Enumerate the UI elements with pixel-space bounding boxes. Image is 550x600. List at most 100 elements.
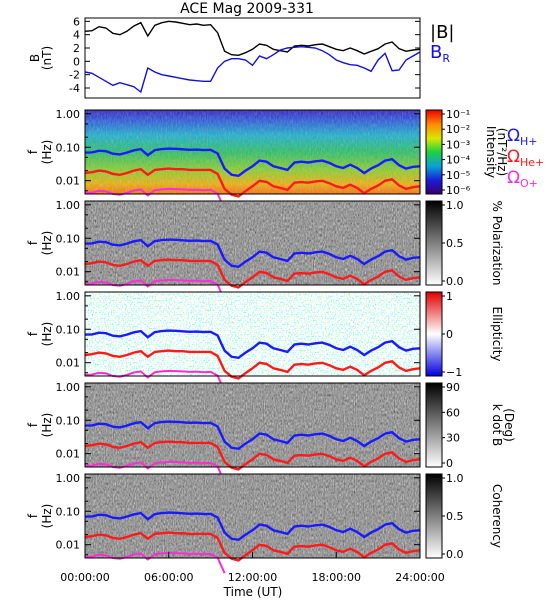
colorbar-title: Ellipticity [490, 307, 504, 362]
colorbar-tick-label: 10⁻⁵ [446, 169, 470, 182]
b-panel-series [84, 20, 421, 94]
omega-h-line [84, 147, 421, 178]
omega-o-line [84, 551, 226, 574]
b-tick-label: 4 [73, 29, 80, 42]
gyro-legend-symbol: Ω [507, 168, 520, 188]
b-panel-frame [84, 17, 421, 99]
colorbar-tick-label: −1 [446, 366, 462, 379]
panel-polarization: 1.00 0.10 0.01 f (Hz) 1.0 0.5 0.0 % Polarization [26, 199, 504, 301]
time-tick-label: 12:00:00 [228, 571, 277, 584]
colorbar-tick-label: 10⁻¹ [446, 108, 470, 121]
gyro-legend-item: ΩH+ [507, 126, 538, 148]
colorbar-tick-label: 10⁻⁴ [446, 154, 471, 167]
freq-ylabel-main: f [26, 422, 40, 427]
b-tick-label: 6 [73, 15, 80, 28]
omega-he-line [84, 531, 421, 562]
time-axis: 00:00:00 06:00:00 12:00:00 18:00:00 24:00:00 [60, 552, 445, 584]
colorbar-tick-label: 30 [446, 432, 460, 445]
figure-title: ACE Mag 2009-331 [180, 1, 314, 17]
colorbar-unit: (Deg) [502, 408, 516, 442]
colorbar-title: Intensity [484, 126, 498, 178]
omega-h-line [84, 238, 421, 269]
colorbar-tick-label: 1.0 [446, 199, 464, 212]
omega-h-line [84, 329, 421, 360]
omega-o-line [84, 460, 226, 483]
colorbar-tick-label: 10⁻² [446, 123, 470, 136]
panel-frame [84, 109, 421, 195]
panel-intensity: 1.00 0.10 0.01 f (Hz) 10⁻¹ 10⁻² 10⁻³ 10⁻⁴ 10⁻⁵ 10⁻… [26, 108, 509, 210]
colorbar-tick-label: 0.0 [446, 548, 464, 561]
intensity-texture [85, 110, 420, 194]
colorbar-tick-label: 10⁻³ [446, 138, 470, 151]
omega-h-line [84, 420, 421, 451]
spectrogram-panels: 1.000.100.01f (Hz)10⁻¹10⁻²10⁻³10⁻⁴10⁻⁵10⁻… [26, 108, 516, 574]
colorbar-tick-label: 0 [446, 328, 453, 341]
panel-frame [84, 382, 421, 468]
kdotb-spectrogram [85, 383, 420, 467]
colorbar-tick-label: 60 [446, 406, 460, 419]
b-total-line [84, 20, 421, 57]
freq-tick-label: 0.10 [56, 414, 81, 427]
b-radial-line [84, 45, 421, 94]
colorbar-tick-label: 90 [446, 381, 460, 394]
coherency-spectrogram [85, 474, 420, 558]
freq-ylabel-unit: (Hz) [40, 413, 54, 438]
colorbar-unit: (nT²/Hz) [495, 128, 509, 176]
b-tick-label: -2 [69, 69, 80, 82]
freq-ylabel-unit: (Hz) [40, 231, 54, 256]
freq-tick-label: 1.00 [56, 381, 81, 394]
gyro-legend-item: ΩO+ [507, 168, 538, 190]
legend-b-radial-main: B [430, 42, 442, 63]
colorbar-tick-label: 1 [446, 290, 453, 303]
gyro-legend-symbol: Ω [507, 126, 520, 146]
freq-tick-label: 1.00 [56, 108, 81, 121]
freq-tick-label: 0.10 [56, 505, 81, 518]
colorbar-title: Coherency [490, 484, 504, 548]
freq-tick-label: 1.00 [56, 290, 81, 303]
ellipticity-spectrogram [85, 292, 420, 376]
colorbar [425, 200, 443, 286]
freq-tick-label: 0.10 [56, 141, 81, 154]
freq-tick-label: 1.00 [56, 199, 81, 212]
omega-he-line [84, 167, 421, 198]
freq-ylabel-main: f [26, 513, 40, 518]
time-tick-label: 06:00:00 [144, 571, 193, 584]
time-tick-label: 00:00:00 [60, 571, 109, 584]
b-tick-label: -4 [69, 82, 80, 95]
b-panel-yunit: (nT) [40, 46, 54, 70]
gyro-frequency-legend: ΩH+ΩHe+ΩO+ [507, 126, 544, 190]
colorbar-tick-label: 10⁻⁶ [446, 184, 471, 197]
time-tick-label: 24:00:00 [395, 571, 444, 584]
omega-he-line [84, 349, 421, 380]
freq-tick-label: 0.01 [56, 539, 81, 552]
colorbar [425, 473, 443, 559]
colorbar-title: % Polarization [490, 201, 504, 286]
freq-tick-label: 0.01 [56, 357, 81, 370]
gyro-legend-symbol: Ω [507, 147, 520, 167]
freq-ylabel-main: f [26, 149, 40, 154]
freq-tick-label: 0.01 [56, 266, 81, 279]
colorbar [425, 291, 443, 377]
colorbar-tick-label: 0.5 [446, 237, 464, 250]
freq-ylabel-main: f [26, 331, 40, 336]
omega-h-line [84, 511, 421, 542]
b-panel-ylabel: B [28, 54, 42, 62]
colorbar-tick-label: 0.0 [446, 275, 464, 288]
freq-tick-label: 1.00 [56, 472, 81, 485]
omega-o-line [84, 369, 226, 392]
b-tick-label: 0 [73, 55, 80, 68]
time-tick-label: 18:00:00 [312, 571, 361, 584]
freq-ylabel-unit: (Hz) [40, 322, 54, 347]
panel-coherency: 1.00 0.10 0.01 f (Hz) 1.0 0.5 0.0 Coherency [26, 472, 504, 574]
gyro-legend-sub: H+ [520, 135, 538, 148]
gyro-legend-item: ΩHe+ [507, 147, 544, 169]
panel-kdotb: 1.00 0.10 0.01 f (Hz) 90 60 30 0 k dot B(Deg) [26, 381, 516, 483]
omega-he-line [84, 258, 421, 289]
colorbar-tick-label: 0.5 [446, 510, 464, 523]
omega-he-line [84, 440, 421, 471]
colorbar [425, 109, 443, 195]
freq-tick-label: 0.01 [56, 175, 81, 188]
freq-tick-label: 0.10 [56, 232, 81, 245]
